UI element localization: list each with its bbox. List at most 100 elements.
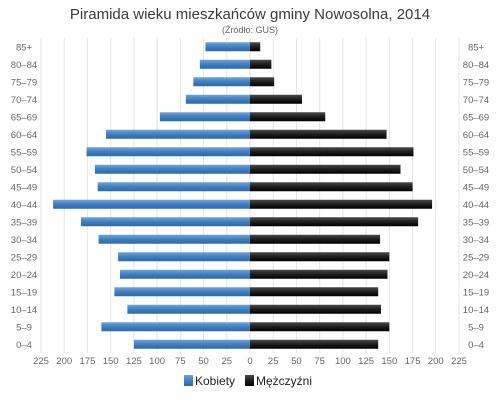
y-tick-label-left: 45–49 bbox=[11, 182, 37, 193]
bar-kobiety bbox=[114, 287, 250, 297]
y-tick-label-right: 0–4 bbox=[468, 340, 484, 351]
y-tick-label-right: 85+ bbox=[468, 42, 485, 53]
y-tick-label-left: 10–14 bbox=[11, 305, 37, 316]
x-tick-label: 25 bbox=[268, 356, 279, 367]
y-tick-label-right: 40–44 bbox=[463, 200, 489, 211]
y-tick-label-left: 70–74 bbox=[11, 95, 37, 106]
x-tick-label: 100 bbox=[335, 356, 351, 367]
y-tick-label-left: 35–39 bbox=[11, 217, 37, 228]
bar-kobiety bbox=[94, 164, 251, 174]
bar-mezczyzni bbox=[250, 164, 401, 174]
y-tick-label-left: 85+ bbox=[16, 42, 33, 53]
y-tick-label-right: 80–84 bbox=[463, 60, 489, 71]
bar-kobiety bbox=[119, 269, 250, 279]
legend-swatch-kobiety bbox=[184, 375, 193, 386]
x-tick-label: 50 bbox=[198, 356, 209, 367]
x-tick-label: 25 bbox=[221, 356, 232, 367]
y-tick-label-left: 60–64 bbox=[11, 130, 37, 141]
bar-kobiety bbox=[53, 199, 250, 209]
axis-labels: 225 200 175 150 125 100 75 50 25 0 25 50 75 100 125 150… bbox=[11, 42, 489, 367]
legend-swatch-mezczyzni bbox=[245, 375, 254, 386]
x-tick-label: 0 bbox=[247, 356, 252, 367]
y-tick-label-left: 15–19 bbox=[11, 287, 37, 298]
x-tick-label: 175 bbox=[80, 356, 96, 367]
bar-mezczyzni bbox=[250, 129, 387, 139]
bar-mezczyzni bbox=[250, 59, 272, 69]
y-tick-label-left: 75–79 bbox=[11, 77, 37, 88]
bar-kobiety bbox=[127, 304, 250, 314]
bar-kobiety bbox=[97, 182, 250, 192]
y-tick-label-left: 0–4 bbox=[16, 340, 32, 351]
bar-mezczyzni bbox=[250, 269, 388, 279]
bar-mezczyzni bbox=[250, 252, 390, 262]
y-tick-label-left: 65–69 bbox=[11, 112, 37, 123]
bar-kobiety bbox=[133, 339, 250, 349]
bar-kobiety bbox=[101, 322, 250, 332]
x-tick-label: 225 bbox=[33, 356, 49, 367]
y-tick-label-left: 55–59 bbox=[11, 147, 37, 158]
bars bbox=[53, 42, 433, 349]
y-tick-label-left: 5–9 bbox=[16, 322, 32, 333]
bar-kobiety bbox=[199, 59, 250, 69]
grid bbox=[40, 38, 460, 353]
y-tick-label-right: 35–39 bbox=[463, 217, 489, 228]
x-tick-label: 200 bbox=[56, 356, 72, 367]
legend-item-kobiety[interactable]: Kobiety bbox=[184, 374, 235, 388]
bar-kobiety bbox=[185, 94, 250, 104]
bar-mezczyzni bbox=[250, 42, 261, 52]
bar-mezczyzni bbox=[250, 182, 413, 192]
bar-kobiety bbox=[205, 42, 250, 52]
y-tick-label-right: 45–49 bbox=[463, 182, 489, 193]
bar-mezczyzni bbox=[250, 94, 303, 104]
y-tick-label-left: 40–44 bbox=[11, 200, 37, 211]
bar-kobiety bbox=[80, 217, 250, 227]
bar-kobiety bbox=[98, 234, 250, 244]
bar-mezczyzni bbox=[250, 339, 379, 349]
y-tick-label-left: 50–54 bbox=[11, 165, 37, 176]
y-tick-label-right: 50–54 bbox=[463, 165, 489, 176]
y-tick-label-right: 20–24 bbox=[463, 270, 489, 281]
x-tick-label: 50 bbox=[291, 356, 302, 367]
x-tick-label: 150 bbox=[381, 356, 397, 367]
y-tick-label-right: 15–19 bbox=[463, 287, 489, 298]
legend-item-mezczyzni[interactable]: Mężczyźni bbox=[245, 374, 312, 388]
y-tick-label-left: 20–24 bbox=[11, 270, 37, 281]
bar-mezczyzni bbox=[250, 322, 390, 332]
y-tick-label-right: 60–64 bbox=[463, 130, 489, 141]
x-tick-label: 75 bbox=[314, 356, 325, 367]
legend-label-kobiety: Kobiety bbox=[195, 374, 235, 388]
y-tick-label-right: 30–34 bbox=[463, 235, 489, 246]
x-tick-label: 225 bbox=[451, 356, 467, 367]
y-tick-label-right: 25–29 bbox=[463, 252, 489, 263]
x-tick-label: 100 bbox=[149, 356, 165, 367]
chart-title: Piramida wieku mieszkańców gminy Nowosol… bbox=[70, 6, 430, 23]
legend[interactable]: Kobiety Mężczyźni bbox=[184, 374, 312, 388]
legend-label-mezczyzni: Mężczyźni bbox=[256, 374, 312, 388]
y-tick-label-left: 25–29 bbox=[11, 252, 37, 263]
bar-kobiety bbox=[159, 112, 250, 122]
bar-mezczyzni bbox=[250, 304, 381, 314]
bar-kobiety bbox=[118, 252, 250, 262]
x-tick-label: 175 bbox=[405, 356, 421, 367]
y-tick-label-right: 55–59 bbox=[463, 147, 489, 158]
y-tick-label-left: 30–34 bbox=[11, 235, 37, 246]
bar-kobiety bbox=[193, 77, 250, 87]
bar-mezczyzni bbox=[250, 234, 381, 244]
bar-kobiety bbox=[106, 129, 251, 139]
y-tick-label-left: 80–84 bbox=[11, 60, 37, 71]
bar-mezczyzni bbox=[250, 217, 419, 227]
y-tick-label-right: 65–69 bbox=[463, 112, 489, 123]
y-tick-label-right: 75–79 bbox=[463, 77, 489, 88]
bar-mezczyzni bbox=[250, 112, 326, 122]
x-tick-label: 75 bbox=[175, 356, 186, 367]
chart-subtitle: (Źródło: GUS) bbox=[222, 25, 278, 35]
bar-mezczyzni bbox=[250, 287, 379, 297]
y-tick-label-right: 70–74 bbox=[463, 95, 489, 106]
bar-mezczyzni bbox=[250, 147, 414, 157]
x-tick-label: 200 bbox=[428, 356, 444, 367]
y-tick-label-right: 5–9 bbox=[468, 322, 484, 333]
y-tick-label-right: 10–14 bbox=[463, 305, 489, 316]
bar-mezczyzni bbox=[250, 77, 275, 87]
x-tick-label: 125 bbox=[126, 356, 142, 367]
